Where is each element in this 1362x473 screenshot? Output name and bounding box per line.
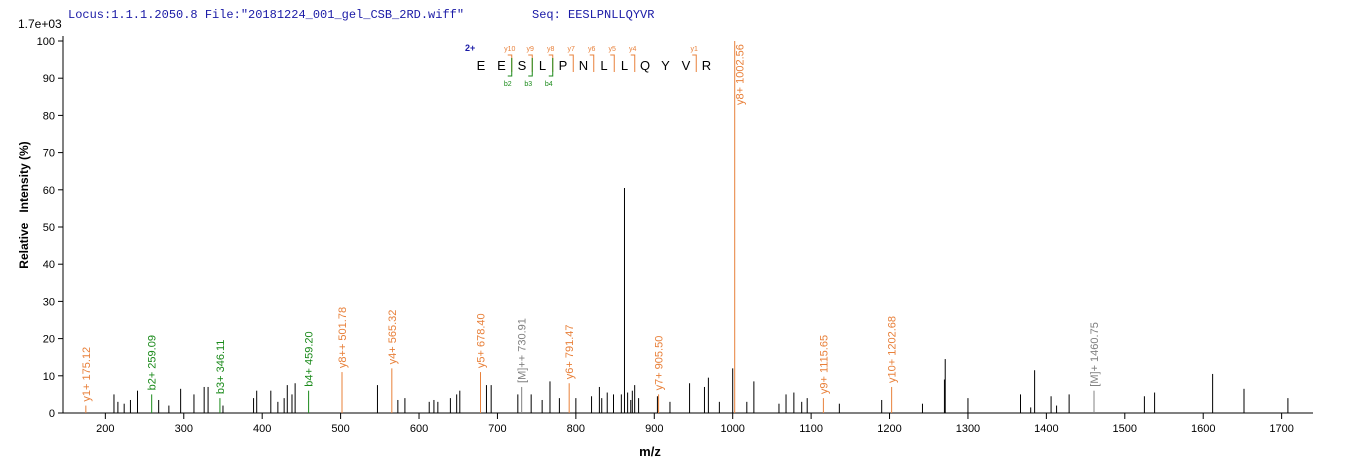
- x-tick-label: 800: [567, 423, 585, 435]
- b-ion-label: b4: [545, 81, 553, 88]
- x-tick-label: 900: [645, 423, 663, 435]
- x-tick-label: 1400: [1034, 423, 1058, 435]
- x-axis-label: m/z: [639, 444, 661, 459]
- peak-label: y5+ 678.40: [476, 313, 488, 368]
- x-tick-label: 700: [488, 423, 506, 435]
- y-tick-label: 80: [43, 110, 55, 122]
- y-tick-label: 40: [43, 259, 55, 271]
- x-tick-label: 300: [175, 423, 193, 435]
- scale-label: 1.7e+03: [18, 17, 62, 31]
- y-tick-label: 100: [37, 36, 55, 48]
- y-ion-label: y7: [568, 46, 576, 53]
- y-ion-bracket: [528, 54, 533, 72]
- y-ion-label: y6: [588, 46, 596, 53]
- residue: R: [702, 58, 711, 73]
- x-tick-label: 1000: [720, 423, 744, 435]
- y-tick-label: 90: [43, 73, 55, 85]
- b-ion-bracket: [507, 58, 513, 77]
- peak-label: y4+ 565.32: [387, 310, 399, 365]
- y-ion-label: y8: [547, 46, 555, 53]
- y-axis-label: Relative Intensity (%): [17, 141, 31, 268]
- x-tick-label: 1100: [799, 423, 823, 435]
- peak-label: [M]++ 730.91: [517, 318, 529, 383]
- residue: L: [600, 58, 607, 73]
- residue: Q: [640, 58, 650, 73]
- y-ion-bracket: [507, 54, 513, 72]
- b-ion-label: b3: [524, 81, 532, 88]
- y-tick-label: 20: [43, 334, 55, 346]
- residue: Y: [661, 58, 670, 73]
- peak-label: y8++ 501.78: [337, 307, 349, 368]
- residue: L: [539, 58, 546, 73]
- peak-label: y8+ 1002.56: [735, 44, 747, 105]
- x-tick-label: 1600: [1191, 423, 1215, 435]
- peak-label: y7+ 905.50: [654, 336, 666, 391]
- y-tick-label: 60: [43, 185, 55, 197]
- peak-label: b2+ 259.09: [147, 335, 159, 390]
- peak-label: y6+ 791.47: [564, 324, 576, 379]
- b-ion-label: b2: [504, 81, 512, 88]
- y-ion-bracket: [569, 54, 574, 72]
- y-tick-label: 0: [49, 408, 55, 420]
- y-ion-label: y10: [504, 46, 515, 53]
- y-ion-bracket: [589, 54, 595, 72]
- y-ion-bracket: [548, 54, 554, 72]
- y-tick-label: 50: [43, 222, 55, 234]
- y-ion-bracket: [630, 54, 636, 72]
- charge-label: 2+: [465, 43, 475, 53]
- x-tick-label: 1300: [956, 423, 980, 435]
- y-tick-label: 30: [43, 296, 55, 308]
- chart-subtitle: Seq: EESLPNLLQYVR: [532, 8, 654, 22]
- y-ion-label: y4: [629, 46, 637, 53]
- b-ion-bracket: [548, 58, 554, 77]
- residue: N: [579, 58, 588, 73]
- y-ion-bracket: [692, 54, 697, 72]
- residue: E: [477, 58, 486, 73]
- b-ion-bracket: [528, 58, 533, 77]
- chart-title: Locus:1.1.1.2050.8 File:"20181224_001_ge…: [68, 8, 464, 22]
- peak-label: y1+ 175.12: [81, 347, 93, 402]
- y-ion-label: y1: [691, 46, 699, 53]
- residue: L: [621, 58, 628, 73]
- y-ion-bracket: [610, 54, 615, 72]
- x-tick-label: 500: [331, 423, 349, 435]
- x-tick-label: 1200: [877, 423, 901, 435]
- x-tick-label: 600: [410, 423, 428, 435]
- peak-label: y9+ 1115.65: [818, 335, 830, 394]
- x-tick-label: 200: [96, 423, 114, 435]
- y-ion-label: y9: [527, 46, 535, 53]
- x-tick-label: 1500: [1113, 423, 1137, 435]
- residue: P: [559, 58, 568, 73]
- residue: V: [682, 58, 691, 73]
- residue: S: [518, 58, 527, 73]
- peak-label: y10+ 1202.68: [887, 316, 899, 383]
- x-tick-label: 1700: [1269, 423, 1293, 435]
- x-tick-label: 400: [253, 423, 271, 435]
- y-ion-label: y5: [609, 46, 617, 53]
- peak-label: b4+ 459.20: [304, 331, 316, 386]
- y-tick-label: 70: [43, 148, 55, 160]
- peak-label: [M]+ 1460.75: [1089, 322, 1101, 387]
- y-tick-label: 10: [43, 371, 55, 383]
- peak-label: b3+ 346.11: [215, 340, 227, 395]
- residue: E: [497, 58, 506, 73]
